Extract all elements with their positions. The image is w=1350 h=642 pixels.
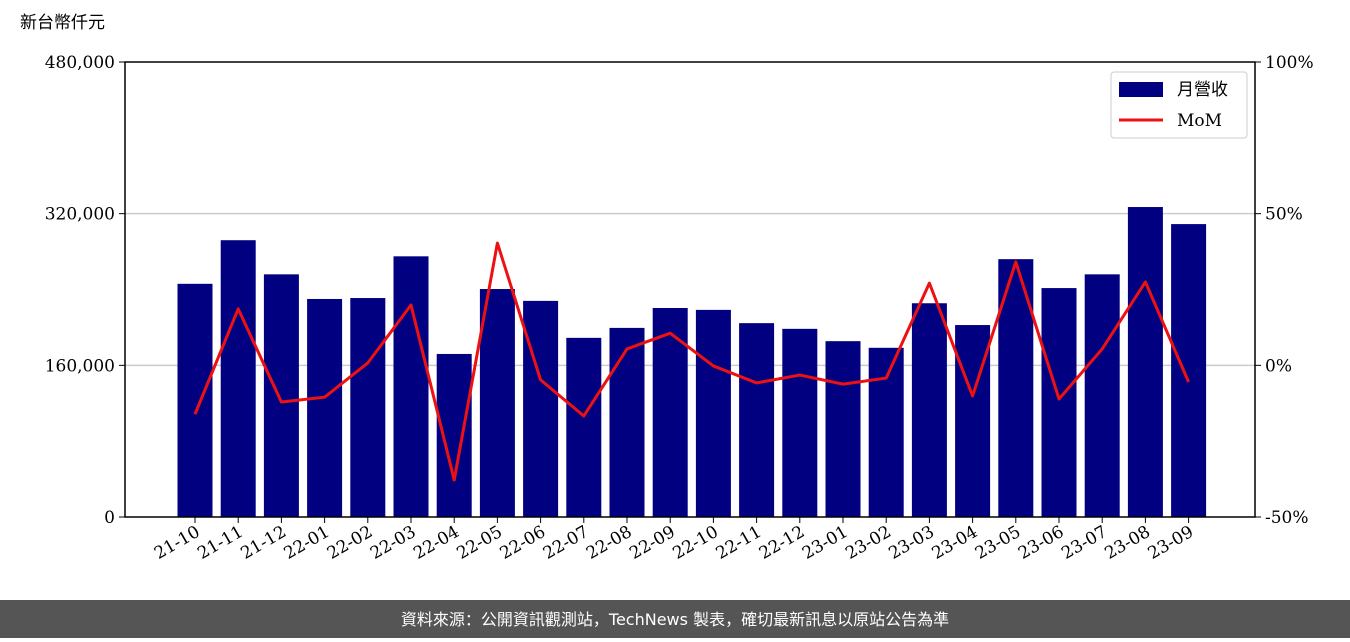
x-tick-label: 23-06: [1015, 522, 1067, 564]
x-tick-label: 23-08: [1101, 522, 1153, 564]
x-tick-label: 23-04: [929, 522, 981, 564]
bar: [263, 274, 299, 517]
bar: [609, 327, 645, 517]
x-tick-label: 23-05: [972, 522, 1024, 564]
x-tick-label: 23-01: [799, 522, 851, 564]
bar: [1171, 224, 1207, 517]
y2-tick-label: 100%: [1265, 53, 1314, 73]
bar: [782, 328, 818, 517]
legend-label: MoM: [1177, 111, 1222, 131]
x-tick-label: 22-03: [367, 522, 419, 564]
x-tick-label: 22-01: [281, 522, 333, 564]
x-tick-label: 22-06: [497, 522, 549, 564]
x-tick-label: 22-11: [713, 522, 765, 564]
x-tick-label: 22-08: [583, 522, 635, 564]
x-tick-label: 23-09: [1145, 522, 1197, 564]
x-tick-label: 22-07: [540, 522, 592, 564]
y-tick-label: 160,000: [45, 356, 115, 376]
bar: [479, 289, 515, 517]
bar: [652, 307, 688, 517]
footer-bar: [0, 600, 1350, 638]
y-axis-label: 新台幣仟元: [20, 13, 105, 33]
x-tick-label: 23-03: [885, 522, 937, 564]
x-tick-label: 22-05: [453, 522, 505, 564]
y-tick-label: 320,000: [45, 205, 115, 225]
bar: [523, 300, 559, 517]
bar: [911, 303, 947, 517]
x-tick-label: 22-02: [324, 522, 376, 564]
x-tick-label: 21-11: [194, 522, 246, 564]
bar: [868, 347, 904, 517]
bar: [825, 341, 861, 517]
x-tick-label: 22-04: [410, 522, 462, 564]
x-tick-label: 23-07: [1058, 522, 1110, 564]
bar: [1127, 207, 1163, 517]
y-tick-label: 480,000: [45, 53, 115, 73]
bar: [350, 298, 386, 517]
bar: [177, 283, 213, 517]
x-tick-label: 21-12: [237, 522, 289, 564]
plot-frame: [124, 61, 1256, 518]
y2-tick-label: 0%: [1265, 356, 1292, 376]
y2-tick-label: -50%: [1265, 508, 1309, 528]
x-tick-label: 22-09: [626, 522, 678, 564]
bar: [1041, 288, 1077, 517]
line: [193, 241, 1190, 482]
x-tick-label: 22-12: [756, 522, 808, 564]
y2-tick-label: 50%: [1265, 205, 1303, 225]
x-tick-label: 23-02: [842, 522, 894, 564]
bar: [1084, 274, 1120, 517]
bar: [393, 256, 429, 517]
legend-label: 月營收: [1177, 80, 1228, 100]
y-tick-label: 0: [104, 508, 115, 528]
x-tick-label: 22-10: [669, 522, 721, 564]
bar: [307, 298, 343, 517]
x-tick-label: 21-10: [151, 522, 203, 564]
bar: [566, 337, 602, 517]
bar: [695, 309, 731, 517]
bar: [739, 323, 775, 517]
bar: [220, 240, 256, 518]
legend-swatch: [1119, 82, 1163, 97]
footer-text: 資料來源：公開資訊觀測站，TechNews 製表，確切最新訊息以原站公告為準: [401, 610, 949, 629]
